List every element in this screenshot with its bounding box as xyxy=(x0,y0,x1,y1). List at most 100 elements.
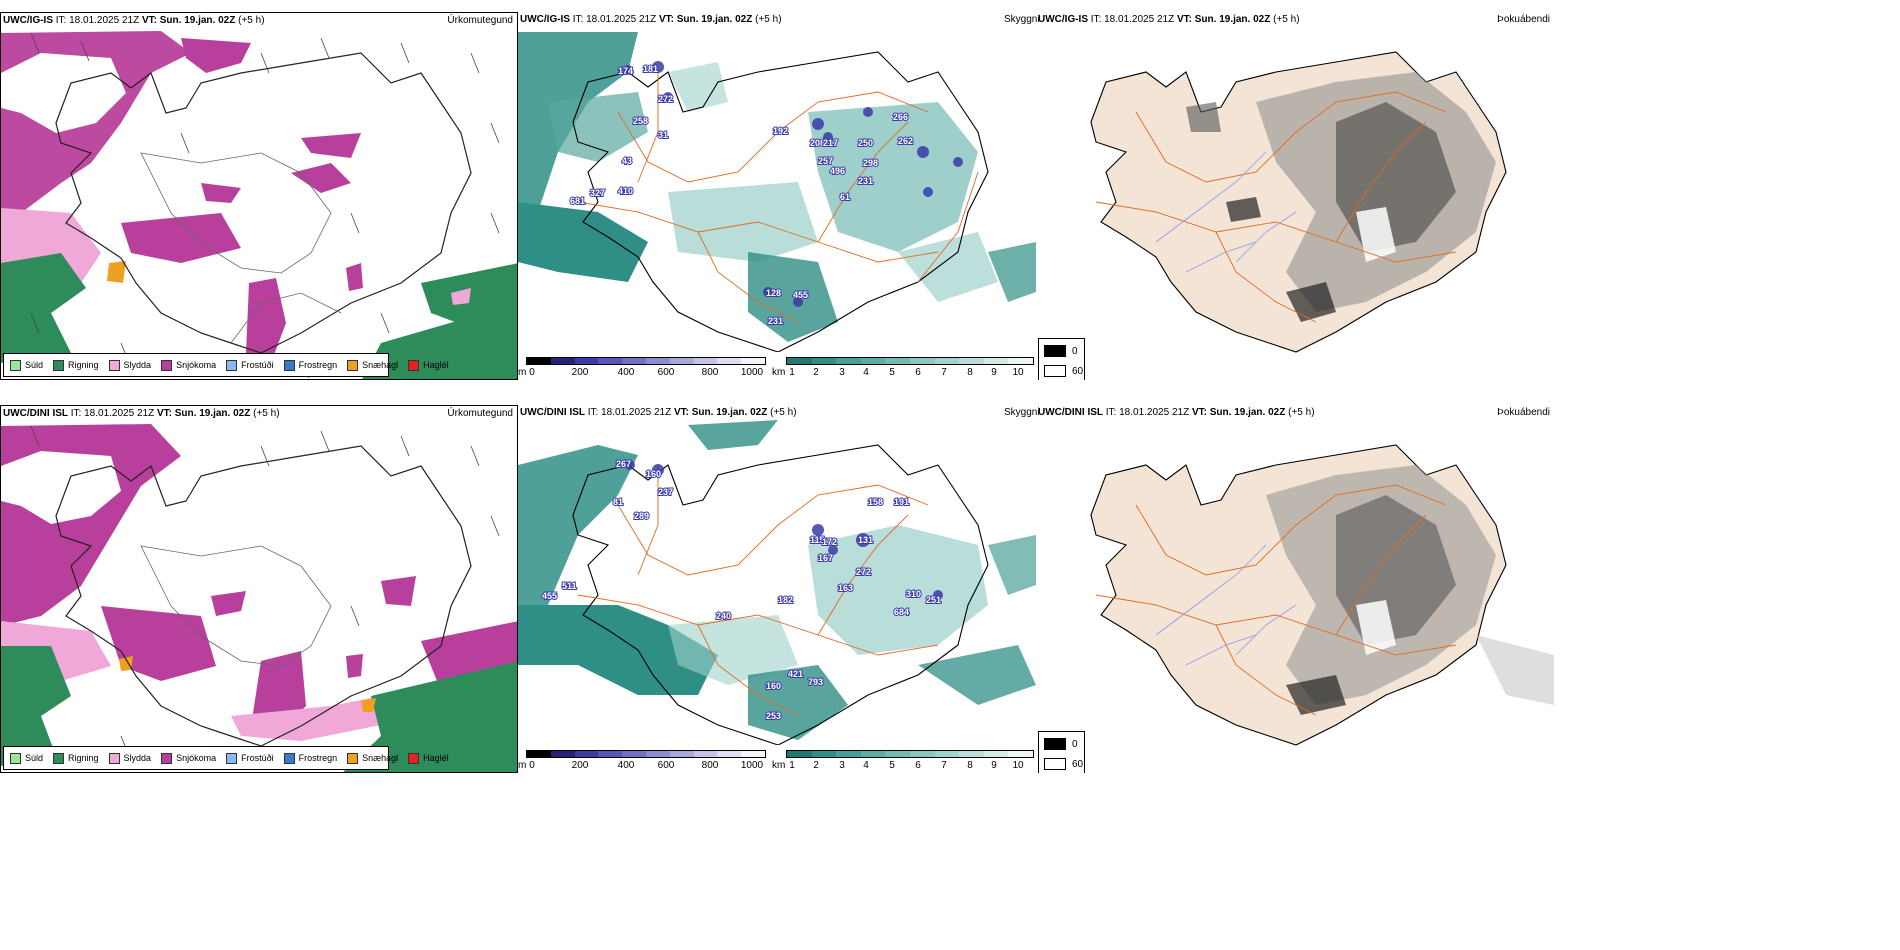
cloudbase-tick: 800 xyxy=(701,367,719,378)
fog-legend-row: 0 xyxy=(1044,738,1078,750)
legend-item: Frostúði xyxy=(226,752,274,764)
fog-legend-row: 60 xyxy=(1044,365,1083,377)
visibility-label: 237 xyxy=(658,487,673,497)
visibility-label: 191 xyxy=(894,497,909,507)
legend-item: Frostregn xyxy=(283,359,337,371)
visibility-map: 267 160 237 81 289 511 455 240 182 115 1… xyxy=(518,420,1036,745)
panel-variable-name: Úrkomutegund xyxy=(447,408,513,419)
fog-legend-swatch xyxy=(1044,758,1066,770)
visibility-tick: 5 xyxy=(889,760,895,771)
legend-swatch xyxy=(283,752,295,764)
visibility-colorbar: km 1 2 3 4 5 6 7 8 9 10 xyxy=(772,750,1036,772)
legend-item: Frostregn xyxy=(283,752,337,764)
visibility-label: 81 xyxy=(613,497,623,507)
visibility-label: 421 xyxy=(788,669,803,679)
legend-swatch xyxy=(161,359,173,371)
cloudbase-colorbar-ramp xyxy=(526,357,766,365)
visibility-unit: km xyxy=(772,760,786,771)
visibility-label: 327 xyxy=(590,188,605,198)
legend-item: Súld xyxy=(10,752,43,764)
fog-indicator-map xyxy=(1090,51,1507,353)
visibility-variable-name: Skyggni xyxy=(1004,14,1040,25)
visibility-label: 231 xyxy=(858,176,873,186)
visibility-label: 240 xyxy=(716,611,731,621)
precip-type-legend: Súld Rigning Slydda Snjókoma Frostúði Fr… xyxy=(3,746,449,770)
visibility-tick: 4 xyxy=(863,760,869,771)
panel-variable-name: Þokuábendi xyxy=(1497,14,1550,25)
panel-title: UWC/IG-IS IT: 18.01.2025 21Z VT: Sun. 19… xyxy=(520,14,782,25)
fog-legend-swatch xyxy=(1044,365,1066,377)
legend-swatch xyxy=(108,359,120,371)
fog-legend-row: 0 xyxy=(1044,345,1078,357)
cloudbase-tick: 1000 xyxy=(740,367,764,378)
panel-title: UWC/DINI ISL IT: 18.01.2025 21Z VT: Sun.… xyxy=(3,408,280,419)
visibility-label: 61 xyxy=(840,192,850,202)
precip-type-map xyxy=(1,31,517,379)
visibility-label: 128 xyxy=(766,288,781,298)
fog-panel-2: UWC/DINI ISL IT: 18.01.2025 21Z VT: Sun.… xyxy=(1036,405,1554,773)
visibility-label: 455 xyxy=(793,290,808,300)
cloudbase-tick: 1000 xyxy=(740,760,764,771)
visibility-label: 31 xyxy=(658,130,668,140)
visibility-label: 793 xyxy=(808,677,823,687)
visibility-tick: 9 xyxy=(991,367,997,378)
visibility-label: 251 xyxy=(926,595,941,605)
visibility-label: 455 xyxy=(542,591,557,601)
fog-indicator-map xyxy=(1090,444,1554,746)
legend-swatch xyxy=(226,752,238,764)
visibility-label: 182 xyxy=(778,595,793,605)
cloudbase-tick: 400 xyxy=(617,367,635,378)
legend-swatch xyxy=(53,752,65,764)
visibility-tick: 2 xyxy=(813,760,819,771)
visibility-tick: 1 xyxy=(789,367,795,378)
legend-item: Snjókoma xyxy=(161,359,216,371)
visibility-label: 310 xyxy=(906,589,921,599)
visibility-tick: 2 xyxy=(813,367,819,378)
panel-title: UWC/DINI ISL IT: 18.01.2025 21Z VT: Sun.… xyxy=(1038,407,1315,418)
legend-item: Rigning xyxy=(53,752,99,764)
cloudbase-tick: 400 xyxy=(617,760,635,771)
visibility-tick: 9 xyxy=(991,760,997,771)
legend-item: Haglél xyxy=(408,752,449,764)
fog-legend-swatch xyxy=(1044,738,1066,750)
visibility-label: 231 xyxy=(768,316,783,326)
visibility-label: 681 xyxy=(570,196,585,206)
cloudbase-colorbar-ramp xyxy=(526,750,766,758)
visibility-tick: 7 xyxy=(941,760,947,771)
visibility-colorbar-ramp xyxy=(786,357,1034,365)
visibility-label: 43 xyxy=(622,156,632,166)
legend-swatch xyxy=(161,752,173,764)
visibility-label: 272 xyxy=(856,567,871,577)
visibility-tick: 6 xyxy=(915,367,921,378)
legend-swatch xyxy=(108,752,120,764)
visibility-label: 217 xyxy=(823,138,838,148)
visibility-label: 257 xyxy=(818,156,833,166)
legend-item: Snjókoma xyxy=(161,752,216,764)
visibility-label: 258 xyxy=(633,116,648,126)
visibility-label: 410 xyxy=(618,186,633,196)
visibility-label: 163 xyxy=(838,583,853,593)
cloudbase-tick: 600 xyxy=(657,760,675,771)
visibility-colorbar-ramp xyxy=(786,750,1034,758)
legend-item: Súld xyxy=(10,359,43,371)
visibility-label: 192 xyxy=(773,126,788,136)
visibility-panel-1: UWC/IG-IS IT: 18.01.2025 21Z VT: Sun. 19… xyxy=(518,12,1036,380)
fog-legend-row: 60 xyxy=(1044,758,1083,770)
visibility-label: 167 xyxy=(818,553,833,563)
visibility-label: 298 xyxy=(863,158,878,168)
panel-title: UWC/DINI ISL IT: 18.01.2025 21Z VT: Sun.… xyxy=(520,407,797,418)
cloudbase-tick: 0 xyxy=(529,760,535,771)
visibility-label: 181 xyxy=(643,64,658,74)
visibility-label: 158 xyxy=(868,497,883,507)
legend-item: Snæhagl xyxy=(347,359,398,371)
visibility-tick: 3 xyxy=(839,760,845,771)
visibility-tick: 10 xyxy=(1012,367,1024,378)
visibility-label: 208 xyxy=(810,138,825,148)
visibility-tick: 5 xyxy=(889,367,895,378)
cloudbase-tick: 0 xyxy=(529,367,535,378)
cloudbase-unit: m xyxy=(518,367,527,378)
panel-title: UWC/IG-IS IT: 18.01.2025 21Z VT: Sun. 19… xyxy=(3,15,265,26)
visibility-tick: 8 xyxy=(967,760,973,771)
visibility-label: 511 xyxy=(562,581,577,591)
fog-legend: 0 60 xyxy=(1038,338,1085,380)
